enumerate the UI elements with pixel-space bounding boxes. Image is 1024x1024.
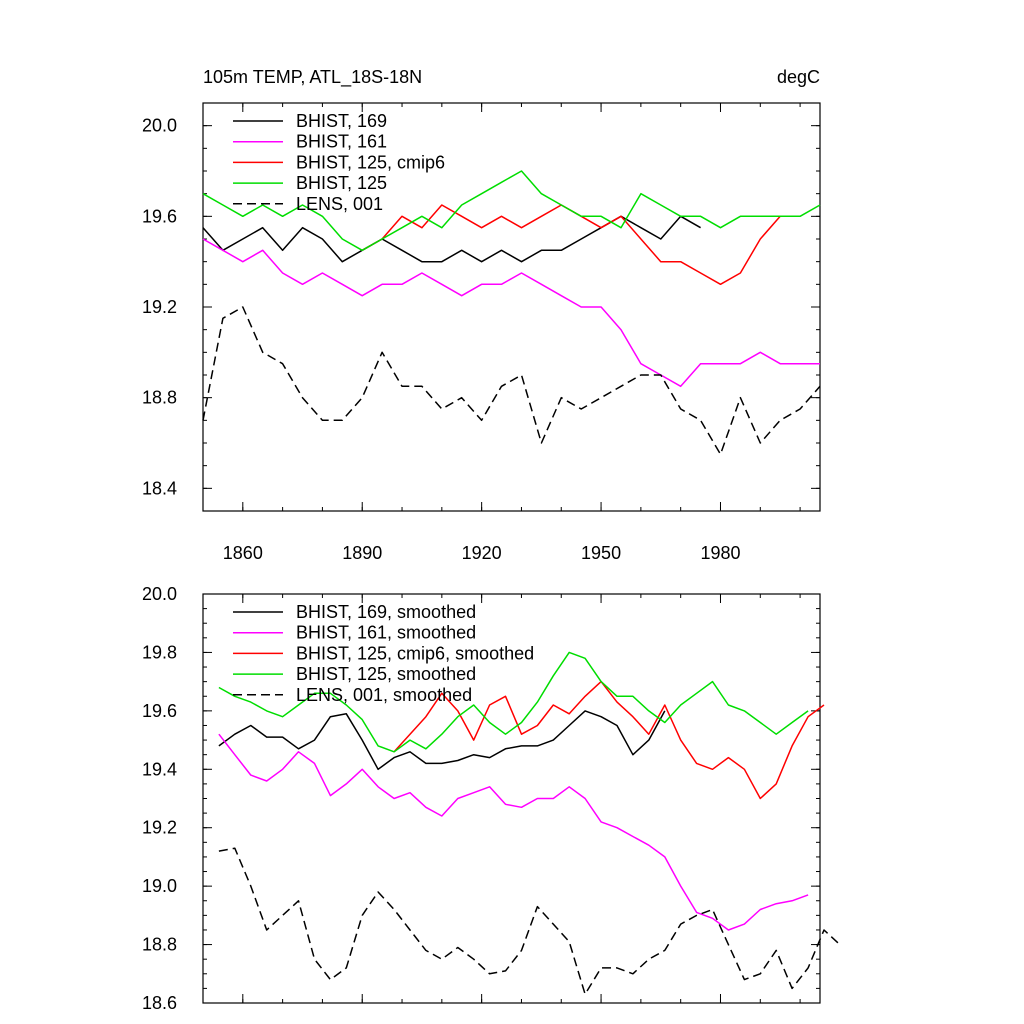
series-line-5 <box>202 306 821 456</box>
y-tick-label: 20.0 <box>142 584 177 604</box>
legend-label: LENS, 001 <box>296 194 383 214</box>
top-panel: 18.4 18.8 19.2 19.6 20.0 1860 1890 1920 1950 1980… <box>142 102 821 563</box>
y-tick-label: 18.6 <box>142 993 177 1013</box>
y-tick-label: 19.4 <box>142 759 177 779</box>
legend-label: BHIST, 161 <box>296 132 387 152</box>
series-line-3 <box>393 680 825 800</box>
legend-label: BHIST, 169 <box>296 111 387 131</box>
legend-label: BHIST, 125, smoothed <box>296 664 476 684</box>
x-tick-label: 1890 <box>342 543 382 563</box>
legend-label: BHIST, 169, smoothed <box>296 602 476 622</box>
x-tick-label: 1950 <box>581 543 621 563</box>
series-line-2 <box>202 238 820 388</box>
y-tick-label: 19.8 <box>142 642 177 662</box>
series-line-1 <box>218 710 666 771</box>
legend-label: BHIST, 125 <box>296 173 387 193</box>
x-tick-label: 1860 <box>223 543 263 563</box>
x-tick-label: 1980 <box>700 543 740 563</box>
y-tick-label: 19.2 <box>142 297 177 317</box>
y-tick-label: 19.2 <box>142 818 177 838</box>
y-tick-label: 18.4 <box>142 478 177 498</box>
bottom-panel: 18.6 18.8 19.0 19.2 19.4 19.6 19.8 20.0 BHIST, 1… <box>142 584 841 1013</box>
y-tick-label: 19.6 <box>142 701 177 721</box>
y-tick-label: 18.8 <box>142 388 177 408</box>
series-line-4 <box>218 651 809 753</box>
series-line-4 <box>202 170 821 252</box>
y-tick-label: 18.8 <box>142 935 177 955</box>
chart-title: 105m TEMP, ATL_18S-18N <box>203 67 422 88</box>
legend-label: BHIST, 125, cmip6 <box>296 152 445 172</box>
y-tick-label: 19.6 <box>142 206 177 226</box>
legend-label: BHIST, 125, cmip6, smoothed <box>296 643 534 663</box>
series-line-2 <box>218 733 809 931</box>
series-line-1 <box>202 215 701 263</box>
y-tick-label: 19.0 <box>142 876 177 896</box>
x-tick-label: 1920 <box>462 543 502 563</box>
legend-label: BHIST, 161, smoothed <box>296 623 476 643</box>
legend-label: LENS, 001, smoothed <box>296 685 472 705</box>
y-tick-label: 20.0 <box>142 116 177 136</box>
chart-units: degC <box>777 67 820 87</box>
